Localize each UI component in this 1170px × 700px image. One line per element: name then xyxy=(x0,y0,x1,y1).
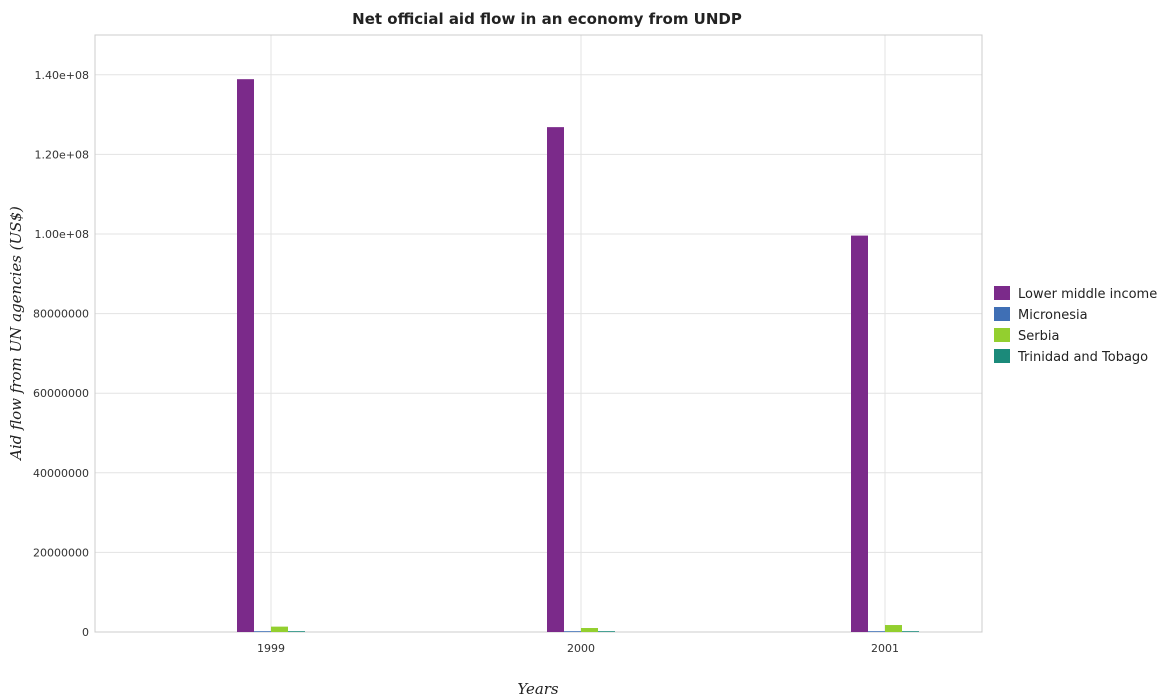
legend-swatch xyxy=(994,328,1010,342)
gridlines xyxy=(95,35,982,633)
bar xyxy=(902,631,919,632)
bar xyxy=(598,631,615,632)
y-tick-label: 1.20e+08 xyxy=(35,148,89,161)
bar xyxy=(288,631,305,632)
legend-swatch xyxy=(994,307,1010,321)
legend-label: Lower middle income xyxy=(1018,287,1157,302)
bar xyxy=(581,628,598,632)
legend-swatch xyxy=(994,349,1010,363)
legend-label: Micronesia xyxy=(1018,308,1088,323)
bar xyxy=(547,127,564,633)
plot-area-frame xyxy=(94,34,983,633)
y-axis-label: Aid flow from UN agencies (US$) xyxy=(7,206,25,462)
y-tick-label: 20000000 xyxy=(33,546,89,559)
legend-label: Trinidad and Tobago xyxy=(1017,350,1148,365)
x-axis-ticks: 1999 2000 2001 xyxy=(257,642,899,655)
bar xyxy=(254,631,271,632)
bar xyxy=(564,631,581,632)
legend-swatch xyxy=(994,286,1010,300)
x-tick-label: 2001 xyxy=(871,642,899,655)
y-tick-label: 40000000 xyxy=(33,467,89,480)
y-tick-label: 1.00e+08 xyxy=(35,228,89,241)
y-tick-label: 60000000 xyxy=(33,387,89,400)
bars xyxy=(237,79,919,633)
legend: Lower middle income Micronesia Serbia Trini… xyxy=(994,286,1157,365)
legend-label: Serbia xyxy=(1018,329,1059,344)
bar xyxy=(237,79,254,633)
chart-title: Net official aid flow in an economy from… xyxy=(352,10,742,28)
y-tick-label: 80000000 xyxy=(33,308,89,321)
bar xyxy=(271,626,288,632)
x-tick-label: 1999 xyxy=(257,642,285,655)
bar xyxy=(851,235,868,633)
y-tick-label: 0 xyxy=(82,626,89,639)
x-axis-label: Years xyxy=(517,680,559,698)
y-axis-ticks: 0 20000000 40000000 60000000 80000000 1.00e+0… xyxy=(33,69,89,639)
y-tick-label: 1.40e+08 xyxy=(35,69,89,82)
bar xyxy=(885,625,902,632)
x-tick-label: 2000 xyxy=(567,642,595,655)
bar xyxy=(868,631,885,632)
